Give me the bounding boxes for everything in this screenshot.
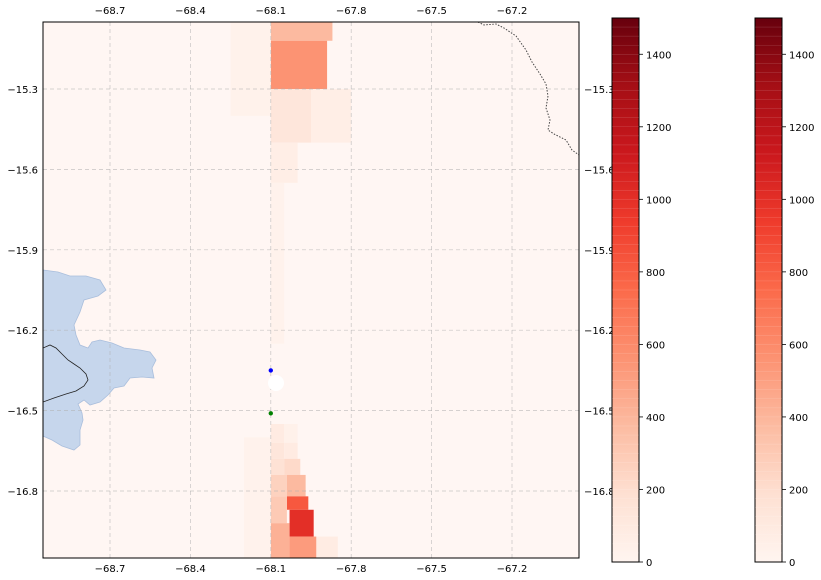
heatmap-cell-2 <box>270 89 311 143</box>
heatmap-cell-21 <box>244 437 271 558</box>
x-tick-label-top: −68.7 <box>95 6 126 17</box>
colorbar-tick-label: 1000 <box>646 195 671 206</box>
heatmap-cell-19 <box>316 536 338 558</box>
colorbar-tick-label: 0 <box>646 558 652 569</box>
colorbar-tick-label: 400 <box>646 413 665 424</box>
heatmap-cell-12 <box>270 474 287 497</box>
x-tick-label-top: −67.2 <box>497 6 528 17</box>
colorbar-tick-label: 1000 <box>789 195 814 206</box>
colorbar-tick-label: 400 <box>789 413 808 424</box>
heatmap-cell-7 <box>284 424 298 443</box>
colorbar-tick-label: 0 <box>789 558 795 569</box>
x-tick-label-bottom: −67.8 <box>336 564 367 575</box>
heatmap-cell-4 <box>270 142 298 183</box>
heatmap-cell-20 <box>230 22 271 116</box>
heatmap-cell-11 <box>284 458 301 475</box>
y-tick-label-left: −16.2 <box>7 326 38 337</box>
heatmap-cell-9 <box>284 442 298 459</box>
heatmap-cell-8 <box>270 442 285 459</box>
colorbar-tick-label: 1400 <box>646 50 671 61</box>
heatmap-cell-17 <box>270 523 290 558</box>
map-area[interactable]: −68.7 −68.7 −68.4 −68.4 −68.1 −68.1 −67.8 −67.8… <box>7 6 614 575</box>
y-tick-label-right: −16.5 <box>584 407 615 418</box>
heatmap-cell-13 <box>286 474 306 497</box>
heatmap-cell-1 <box>270 40 328 89</box>
y-tick-label-left: −16.5 <box>7 407 38 418</box>
heatmap-cells <box>230 22 352 558</box>
colorbar-tick-label: 1200 <box>789 123 814 134</box>
colorbar-tick-label: 1400 <box>789 50 814 61</box>
station-highlight <box>268 375 284 391</box>
heatmap-cell-0 <box>270 22 333 41</box>
colorbar-right: 0 200 400 600 800 1000 1200 1400 <box>754 17 814 569</box>
heatmap-cell-3 <box>311 89 352 143</box>
gridlines <box>43 22 579 558</box>
x-tick-label-bottom: −68.1 <box>255 564 286 575</box>
colorbar-tick-label: 200 <box>646 485 665 496</box>
colorbar-tick-label: 200 <box>789 485 808 496</box>
x-tick-label-top: −67.5 <box>416 6 447 17</box>
station-points <box>268 368 273 416</box>
colorbar-tick-label: 800 <box>789 268 808 279</box>
y-tick-label-left: −15.3 <box>7 85 38 96</box>
border-line <box>43 344 89 403</box>
colorbar-tick-label: 600 <box>789 340 808 351</box>
x-tick-label-bottom: −67.5 <box>416 564 447 575</box>
colorbar-tick-label: 600 <box>646 340 665 351</box>
x-tick-label-top: −67.8 <box>336 6 367 17</box>
axis-ticks: −68.7 −68.7 −68.4 −68.4 −68.1 −68.1 −67.8 −67.8… <box>7 6 614 575</box>
heatmap-cell-10 <box>270 458 285 475</box>
blue-station-point <box>268 368 273 373</box>
x-tick-label-bottom: −67.2 <box>497 564 528 575</box>
y-tick-label-right: −16.2 <box>584 326 615 337</box>
heatmap-cell-15 <box>270 496 287 524</box>
green-station-point <box>268 411 273 416</box>
heatmap-cell-5 <box>270 182 285 344</box>
x-tick-label-bottom: −68.7 <box>95 564 126 575</box>
y-tick-label-right: −16.8 <box>584 487 615 498</box>
heatmap-cell-16 <box>289 509 314 537</box>
y-tick-label-left: −15.6 <box>7 165 38 176</box>
x-tick-label-top: −68.1 <box>255 6 286 17</box>
heatmap-cell-14 <box>286 496 309 510</box>
map-frame <box>42 21 580 559</box>
y-tick-label-left: −15.9 <box>7 246 38 257</box>
colorbar-tick-label: 1200 <box>646 123 671 134</box>
lake-shape <box>43 269 157 451</box>
colorbar-tick-label: 800 <box>646 268 665 279</box>
dotted-border <box>477 22 579 156</box>
colorbar-left: 0 200 400 600 800 1000 1200 1400 <box>611 17 671 569</box>
y-tick-label-right: −15.9 <box>584 246 615 257</box>
x-tick-label-top: −68.4 <box>175 6 206 17</box>
y-tick-label-right: −15.3 <box>584 85 615 96</box>
x-tick-label-bottom: −68.4 <box>175 564 206 575</box>
heatmap-cell-6 <box>270 424 285 443</box>
y-tick-label-left: −16.8 <box>7 487 38 498</box>
y-tick-label-right: −15.6 <box>584 165 615 176</box>
heatmap-cell-18 <box>289 536 317 558</box>
